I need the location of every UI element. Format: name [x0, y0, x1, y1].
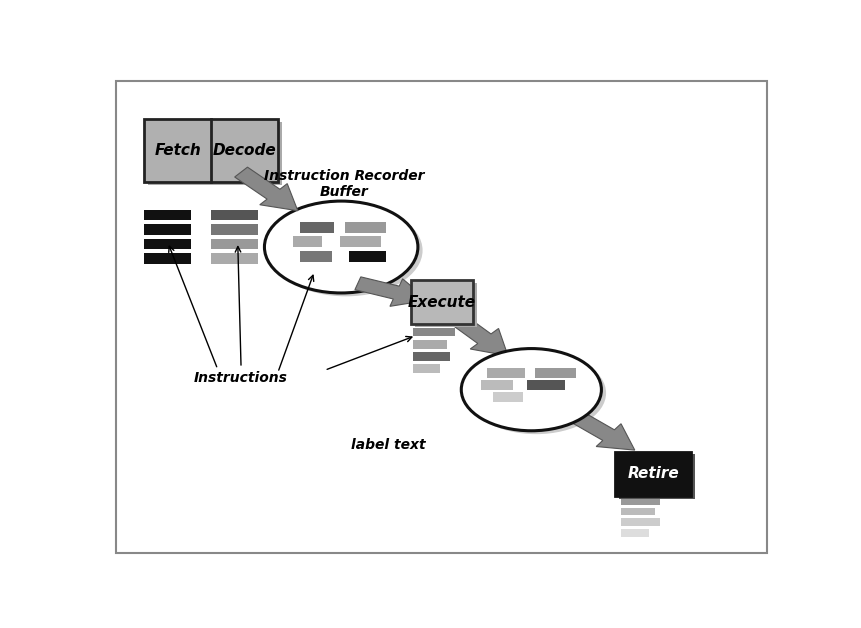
Bar	[622, 518, 660, 526]
Bar	[619, 455, 696, 499]
Bar	[412, 280, 473, 325]
Bar	[148, 122, 282, 185]
Bar	[211, 224, 257, 235]
Bar	[211, 210, 257, 220]
Bar	[211, 239, 257, 249]
Bar	[145, 253, 191, 264]
Bar	[413, 328, 455, 337]
Bar	[493, 392, 523, 402]
Bar	[300, 251, 331, 261]
Text: label text: label text	[350, 438, 425, 452]
Bar	[527, 380, 566, 389]
Text: Instructions: Instructions	[194, 371, 288, 384]
Text: Decode: Decode	[213, 143, 276, 158]
Bar	[413, 364, 440, 373]
Bar	[415, 283, 477, 327]
Bar	[622, 497, 660, 505]
Bar	[350, 251, 386, 261]
Bar	[481, 380, 513, 389]
Text: Execute: Execute	[408, 295, 476, 310]
Polygon shape	[355, 277, 428, 306]
Bar	[145, 119, 278, 181]
Bar	[293, 236, 323, 247]
Ellipse shape	[461, 349, 601, 431]
Polygon shape	[455, 317, 508, 356]
Ellipse shape	[264, 201, 418, 293]
Polygon shape	[235, 167, 298, 211]
Text: Retire: Retire	[628, 467, 679, 481]
Bar	[615, 452, 691, 496]
Text: Fetch: Fetch	[154, 143, 201, 158]
Bar	[211, 253, 257, 264]
Text: Instruction Recorder
Buffer: Instruction Recorder Buffer	[264, 169, 424, 199]
Bar	[340, 236, 381, 247]
Bar	[300, 222, 335, 232]
Bar	[344, 222, 386, 232]
Bar	[622, 507, 654, 516]
Bar	[145, 224, 191, 235]
Ellipse shape	[269, 205, 423, 296]
Bar	[145, 210, 191, 220]
Bar	[413, 352, 450, 360]
Bar	[413, 340, 447, 349]
Polygon shape	[559, 404, 635, 450]
Bar	[486, 368, 525, 377]
Bar	[622, 529, 649, 537]
Bar	[535, 368, 576, 377]
Bar	[145, 239, 191, 249]
Ellipse shape	[466, 352, 606, 434]
